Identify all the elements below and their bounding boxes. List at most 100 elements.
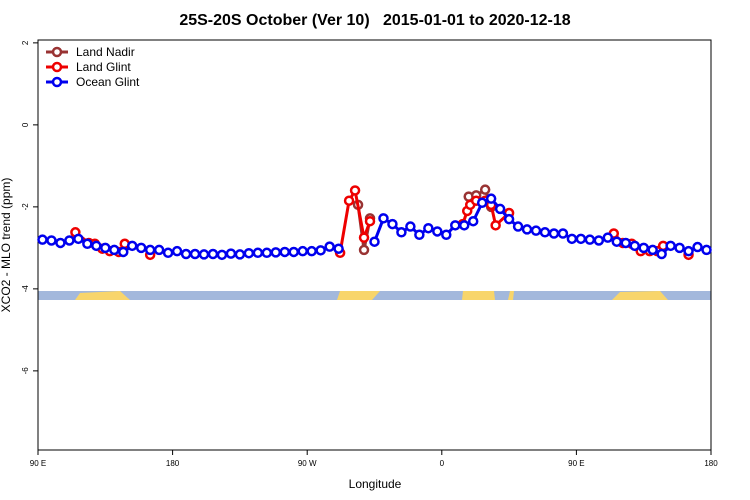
data-point [343, 195, 355, 206]
land-patch [75, 291, 130, 300]
legend-marker [51, 76, 63, 88]
data-point [476, 197, 488, 209]
data-point [620, 237, 632, 249]
data-point [315, 245, 326, 256]
x-tick-label: 90 E [568, 459, 584, 468]
data-point [458, 220, 470, 231]
data-point [297, 245, 308, 257]
data-point [539, 227, 551, 238]
data-point [162, 247, 174, 259]
chart-title: 25S-20S October (Ver 10) 2015-01-01 to 2… [179, 12, 570, 29]
data-point [180, 248, 192, 260]
data-point [378, 213, 389, 224]
land-patch [462, 291, 495, 300]
data-point [364, 215, 376, 227]
data-point [557, 228, 569, 239]
data-point [171, 245, 183, 257]
data-point [647, 244, 658, 256]
data-point [548, 228, 560, 239]
y-tick-label: 2 [21, 40, 30, 45]
data-point [485, 193, 497, 204]
data-point [432, 226, 443, 237]
x-axis-label: Longitude [349, 477, 402, 491]
x-tick-label: 180 [704, 459, 718, 468]
data-point [665, 240, 676, 252]
data-point [602, 232, 614, 243]
legend-marker [51, 46, 63, 58]
data-point [611, 236, 623, 247]
data-point [270, 247, 282, 258]
data-point [441, 229, 452, 240]
land-patch [508, 291, 514, 300]
data-point [55, 237, 66, 249]
land-patch [612, 291, 668, 300]
data-point [243, 247, 255, 259]
land-mask [38, 291, 711, 300]
data-point [467, 215, 479, 227]
x-tick-label: 180 [166, 459, 180, 468]
data-point [46, 235, 57, 246]
data-point [207, 248, 219, 260]
data-point [198, 249, 210, 260]
data-point [638, 242, 649, 254]
x-tick-label: 90 E [30, 459, 46, 468]
data-point [450, 220, 461, 231]
y-axis-label: XCO2 - MLO trend (ppm) [0, 178, 13, 313]
data-point [126, 240, 138, 252]
data-point [396, 227, 407, 238]
data-point [656, 248, 667, 260]
data-point [82, 238, 93, 250]
data-point [490, 220, 501, 231]
legend-label: Land Glint [76, 60, 131, 74]
data-point [189, 248, 201, 260]
data-point [512, 221, 524, 232]
plot-frame [37, 39, 712, 451]
data-point [100, 242, 111, 254]
data-point [494, 203, 506, 215]
y-tick-label: -4 [21, 285, 30, 293]
data-point [530, 225, 542, 236]
data-point [369, 236, 380, 247]
data-point [521, 224, 533, 235]
data-point [73, 233, 84, 245]
data-point [349, 185, 361, 196]
data-point [91, 240, 102, 252]
legend-label: Land Nadir [76, 45, 135, 59]
data-point [566, 233, 578, 245]
data-point [414, 229, 425, 240]
x-tick-label: 0 [440, 459, 445, 468]
data-point [387, 218, 398, 230]
y-tick-label: 0 [21, 122, 30, 127]
data-point [358, 232, 370, 243]
data-point [405, 221, 416, 232]
data-point [252, 247, 264, 259]
data-point [216, 249, 228, 261]
data-point [629, 240, 640, 252]
data-point [503, 213, 515, 225]
data-point [288, 246, 299, 258]
data-point [358, 244, 370, 256]
data-point [306, 245, 317, 257]
data-point [683, 245, 694, 257]
data-point [234, 249, 246, 260]
data-point [692, 241, 703, 253]
data-point [225, 248, 237, 259]
data-point [109, 244, 120, 256]
x-tick-label: 90 W [298, 459, 317, 468]
data-point [324, 241, 335, 252]
data-point [674, 242, 685, 254]
data-point [701, 244, 712, 256]
data-point [117, 246, 129, 258]
land-patch [337, 291, 380, 300]
data-point [261, 247, 273, 259]
data-point [423, 222, 434, 234]
legend-label: Ocean Glint [76, 75, 140, 89]
y-tick-label: -2 [21, 203, 30, 211]
legend-marker [51, 61, 63, 73]
data-point [584, 234, 596, 245]
data-point [575, 233, 587, 245]
data-point [153, 244, 165, 256]
y-tick-label: -6 [21, 367, 30, 375]
data-point [333, 243, 344, 254]
